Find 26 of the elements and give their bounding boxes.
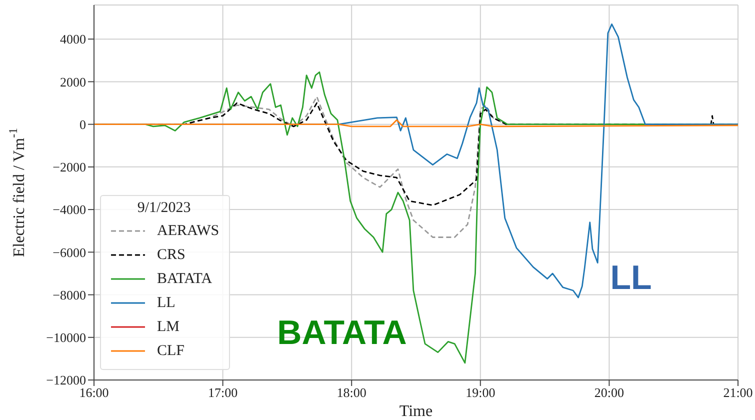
y-tick-label: 4000	[60, 32, 86, 47]
legend-label: AERAWS	[157, 222, 220, 240]
legend-title: 9/1/2023	[136, 200, 192, 217]
y-tick-label: −10000	[46, 330, 86, 345]
y-tick-label: −6000	[52, 244, 86, 260]
y-tick-label: −4000	[52, 202, 86, 218]
legend-label: CRS	[157, 246, 186, 264]
x-tick-label: 17:00	[208, 385, 238, 400]
x-tick-label: 21:00	[723, 385, 753, 400]
x-axis-title: Time	[399, 403, 433, 420]
x-tick-label: 19:00	[466, 385, 496, 400]
y-tick-label: 2000	[60, 74, 86, 90]
legend-label: BATATA	[157, 270, 212, 288]
y-tick-label: −2000	[52, 160, 86, 175]
legend-label: LM	[157, 318, 180, 336]
annotation: BATATA	[277, 314, 407, 352]
y-tick-label: −12000	[46, 372, 86, 388]
legend-label: LL	[157, 294, 176, 312]
y-tick-label: −8000	[52, 287, 86, 302]
y-tick-label: 0	[80, 116, 86, 132]
annotation: LL	[610, 259, 652, 297]
x-tick-label: 18:00	[336, 385, 366, 400]
x-tick-label: 20:00	[594, 385, 624, 400]
x-tick-label: 16:00	[79, 385, 109, 400]
line-series	[94, 119, 738, 128]
legend-label: CLF	[157, 342, 185, 360]
